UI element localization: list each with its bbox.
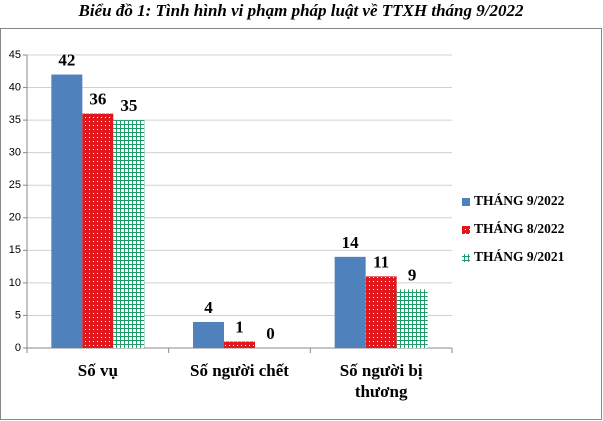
legend-label: THÁNG 9/2022 (474, 193, 565, 208)
bar (82, 113, 114, 348)
y-tick-label: 25 (9, 179, 21, 191)
legend-marker (462, 198, 470, 206)
bar (113, 120, 145, 348)
value-label: 42 (58, 50, 75, 69)
legend-label: THÁNG 8/2022 (474, 221, 565, 236)
value-label: 11 (373, 252, 389, 271)
x-tick-label: Số người bị thương (339, 361, 423, 401)
bar (193, 321, 224, 348)
y-tick-label: 0 (15, 342, 21, 354)
y-tick-label: 30 (9, 147, 21, 159)
value-label: 9 (408, 265, 417, 284)
value-label: 14 (342, 233, 360, 252)
chart-title: Biểu đồ 1: Tình hình vi phạm pháp luật v… (78, 1, 524, 20)
value-label: 35 (120, 96, 137, 115)
legend-label: THÁNG 9/2021 (474, 249, 565, 264)
y-tick-label: 5 (15, 309, 21, 321)
chart-border (0, 28, 602, 420)
legend-marker (462, 226, 470, 234)
bar (396, 289, 428, 348)
y-tick-label: 10 (9, 277, 21, 289)
value-label: 4 (204, 298, 213, 317)
y-tick-label: 45 (9, 49, 21, 61)
x-tick-label: Số vụ (77, 361, 118, 380)
bar (365, 276, 397, 348)
y-tick-label: 35 (9, 114, 21, 126)
y-tick-label: 40 (9, 81, 21, 93)
value-label: 1 (235, 317, 244, 336)
bar (51, 74, 83, 349)
value-label: 0 (266, 324, 275, 343)
y-tick-label: 20 (9, 212, 21, 224)
bar (224, 341, 255, 348)
y-tick-label: 15 (9, 244, 21, 256)
value-label: 36 (89, 90, 106, 109)
bar (334, 256, 366, 348)
legend-marker (462, 254, 470, 262)
x-tick-label: Số người chết (190, 361, 289, 380)
